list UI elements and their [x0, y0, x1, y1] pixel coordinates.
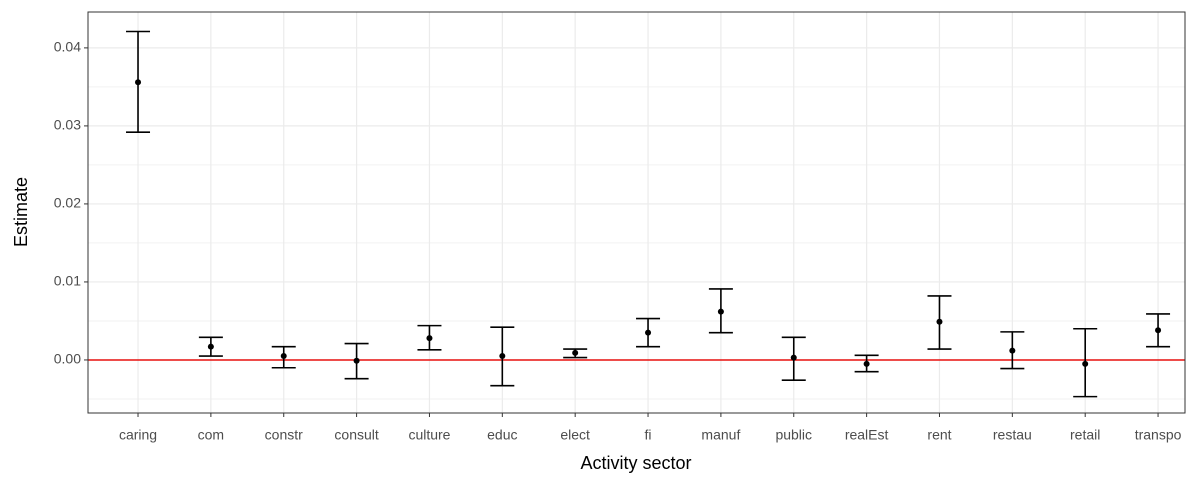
point	[790, 354, 797, 361]
y-tick-label: 0.02	[54, 195, 81, 211]
point	[1155, 327, 1162, 334]
y-tick-label: 0.04	[54, 39, 81, 55]
marks	[88, 30, 1185, 398]
x-tick-label: com	[198, 427, 224, 443]
point	[717, 308, 724, 315]
point	[863, 360, 870, 367]
point	[207, 343, 214, 350]
y-tick-label: 0.00	[54, 351, 81, 367]
x-tick-label: retail	[1070, 427, 1100, 443]
x-tick-label: caring	[119, 427, 157, 443]
x-axis-title: Activity sector	[580, 453, 691, 473]
point	[572, 349, 579, 356]
x-tick-label: constr	[265, 427, 303, 443]
x-tick-label: restau	[993, 427, 1032, 443]
point	[353, 357, 360, 364]
x-tick-label: rent	[927, 427, 951, 443]
panel-border	[87, 11, 1186, 414]
y-tick-label: 0.01	[54, 273, 81, 289]
y-tick-label: 0.03	[54, 117, 81, 133]
point	[426, 335, 433, 342]
point	[135, 79, 142, 86]
panel	[88, 12, 1185, 413]
x-tick-label: consult	[334, 427, 378, 443]
x-tick-label: elect	[560, 427, 590, 443]
x-tick-label: manuf	[701, 427, 740, 443]
point	[1082, 360, 1089, 367]
y-axis-title: Estimate	[11, 177, 31, 247]
point	[645, 329, 652, 336]
x-tick-label: transpo	[1135, 427, 1182, 443]
x-tick-label: educ	[487, 427, 517, 443]
point	[936, 318, 943, 325]
point	[280, 353, 287, 360]
x-tick-label: culture	[408, 427, 450, 443]
x-tick-label: fi	[645, 427, 652, 443]
point	[499, 353, 506, 360]
x-tick-label: realEst	[845, 427, 889, 443]
x-tick-label: public	[775, 427, 812, 443]
point	[1009, 347, 1016, 354]
